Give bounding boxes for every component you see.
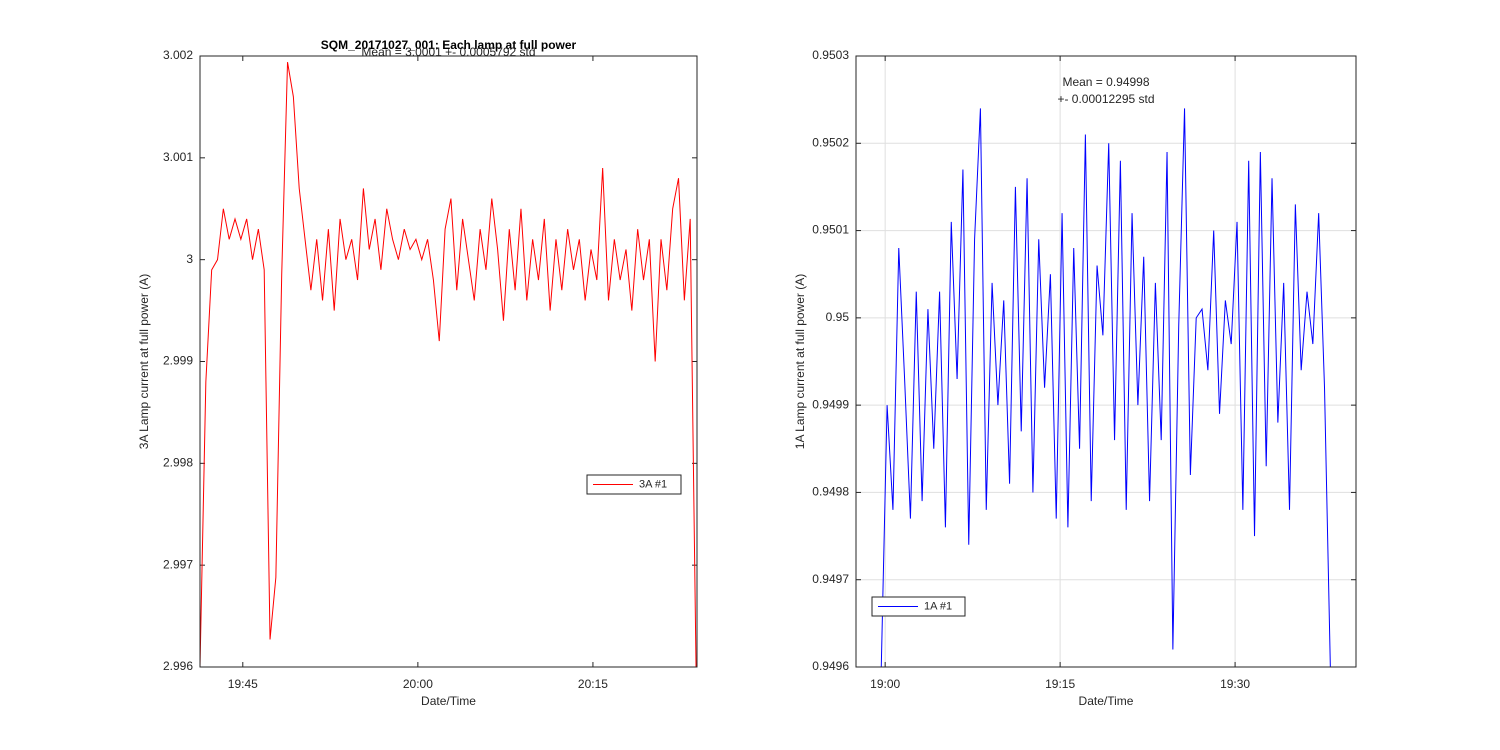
y-tick-label: 0.9502: [812, 135, 849, 149]
annotation: Mean = 3.0001 +- 0.0005792 std: [361, 45, 535, 59]
x-tick-label: 19:15: [1045, 677, 1075, 691]
legend-label: 1A #1: [924, 600, 952, 612]
axes-box: [199, 55, 698, 668]
y-tick-label: 0.9501: [812, 223, 849, 237]
y-tick-label: 2.998: [163, 456, 193, 470]
plot-area: [200, 56, 697, 667]
annotation: +- 0.00012295 std: [1057, 92, 1154, 106]
legend-box: [871, 596, 966, 617]
y-tick-label: 0.95: [826, 310, 850, 324]
x-tick-label: 20:15: [578, 677, 608, 691]
y-tick-label: 2.999: [163, 354, 193, 368]
y-tick-label: 0.9496: [812, 659, 849, 673]
annotation: Mean = 0.94998: [1062, 75, 1149, 89]
y-tick-label: 3.001: [163, 150, 193, 164]
legend-box: [586, 474, 682, 495]
x-tick-label: 19:45: [228, 677, 258, 691]
x-axis-label: Date/Time: [421, 694, 476, 708]
x-tick-label: 20:00: [403, 677, 433, 691]
legend-label: 3A #1: [639, 478, 667, 490]
data-line: [880, 108, 1331, 668]
y-axis-label: 3A Lamp current at full power (A): [137, 274, 151, 449]
y-tick-label: 2.997: [163, 557, 193, 571]
data-line: [199, 62, 697, 668]
y-tick-label: 0.9497: [812, 572, 849, 586]
x-tick-label: 19:30: [1220, 677, 1250, 691]
y-tick-label: 3.002: [163, 48, 193, 62]
y-tick-label: 0.9503: [812, 48, 849, 62]
x-tick-label: 19:00: [870, 677, 900, 691]
y-tick-label: 3: [186, 252, 193, 266]
axes: 2.996 2.997 2.998 2.999 3 3.001 3.002 19:45 20:0…: [137, 38, 698, 708]
y-axis-label: 1A Lamp current at full power (A): [793, 274, 807, 449]
axes: 0.9496 0.9497 0.9498 0.9499 0.95 0.9501 0.9502…: [793, 48, 1357, 708]
y-tick-label: 2.996: [163, 659, 193, 673]
axes-box: [855, 55, 1357, 668]
x-axis-label: Date/Time: [1079, 694, 1134, 708]
y-tick-label: 0.9499: [812, 397, 849, 411]
plot-area: [856, 56, 1356, 667]
chart-title: SQM_20171027_001: Each lamp at full powe…: [321, 38, 577, 52]
y-tick-label: 0.9498: [812, 485, 849, 499]
